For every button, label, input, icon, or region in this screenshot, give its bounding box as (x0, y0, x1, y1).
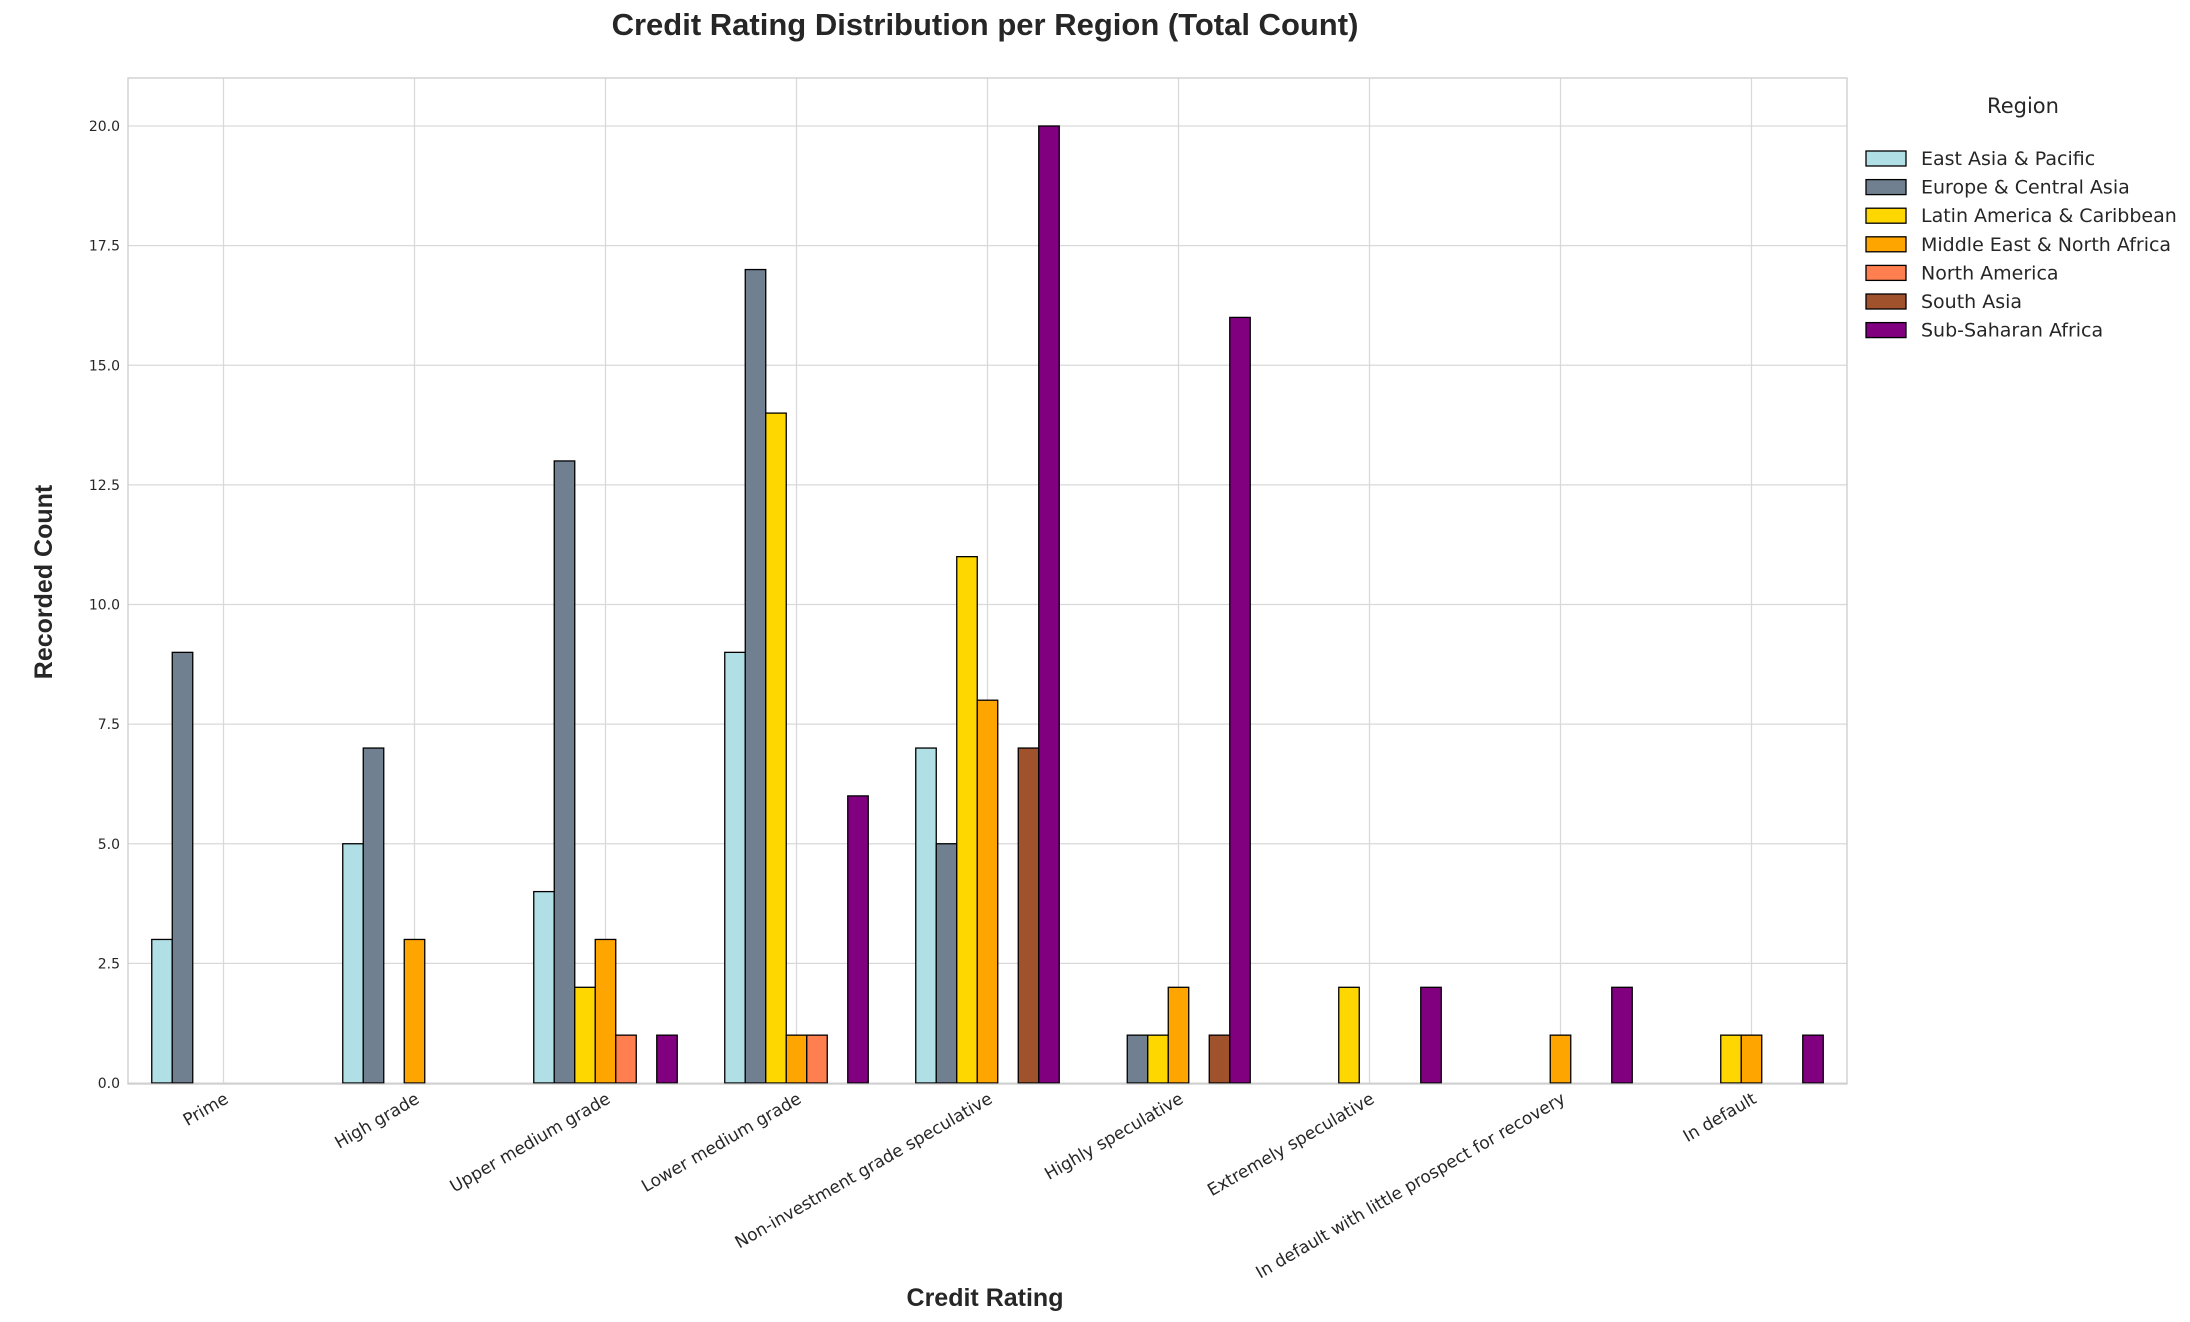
legend-label: Sub-Saharan Africa (1921, 320, 2103, 342)
y-axis-label: Recorded Count (30, 484, 58, 679)
y-tick-label: 7.5 (98, 717, 120, 733)
legend-label: North America (1921, 262, 2059, 284)
legend-title: Region (1987, 94, 2059, 118)
legend-swatch (1865, 207, 1907, 224)
legend-label: Middle East & North Africa (1921, 234, 2171, 256)
x-tick-label: Upper medium grade (447, 1089, 614, 1197)
legend: Region East Asia & Pacific Europe & Centr… (1865, 94, 2177, 342)
y-tick-label: 17.5 (89, 239, 120, 255)
legend-label: Europe & Central Asia (1921, 177, 2130, 199)
legend-label: East Asia & Pacific (1921, 148, 2095, 170)
bar (847, 795, 869, 1084)
legend-label: Latin America & Caribbean (1921, 205, 2177, 227)
bar (553, 460, 576, 1084)
bar (533, 890, 555, 1084)
bar (1420, 986, 1442, 1084)
bar (656, 1034, 678, 1084)
bar (615, 1034, 637, 1084)
y-tick-label: 0.0 (98, 1076, 120, 1092)
x-tick-label: Highly speculative (1041, 1089, 1187, 1185)
bar (171, 651, 194, 1084)
bar (594, 938, 617, 1084)
x-tick-label: Prime (180, 1089, 232, 1131)
bar (1338, 986, 1360, 1084)
bar (956, 556, 978, 1084)
bar (403, 938, 426, 1084)
legend-swatch (1865, 236, 1907, 253)
bar (1126, 1034, 1149, 1084)
bar (806, 1034, 828, 1084)
bar (1167, 986, 1190, 1084)
legend-label: South Asia (1921, 291, 2022, 313)
chart-title: Credit Rating Distribution per Region (T… (612, 7, 1359, 42)
x-axis-label: Credit Rating (907, 1284, 1064, 1312)
bar (765, 412, 787, 1084)
y-tick-label: 12.5 (89, 478, 120, 494)
bar (342, 843, 364, 1084)
x-tick-label: In default with little prospect for reco… (1253, 1089, 1569, 1283)
bar (935, 843, 958, 1084)
bars (151, 125, 1824, 1084)
bar (1147, 1034, 1169, 1084)
bar (1720, 1034, 1742, 1084)
bar (574, 986, 596, 1084)
x-tick-label: Lower medium grade (638, 1089, 805, 1197)
y-tick-label: 20.0 (89, 119, 120, 135)
y-axis-ticks: 0.0 2.5 5.0 7.5 10.0 12.5 15.0 17.5 20.0 (89, 119, 120, 1092)
bar (1549, 1034, 1572, 1084)
bar (744, 268, 767, 1084)
legend-swatch (1865, 321, 1907, 339)
x-tick-label: Extremely speculative (1204, 1089, 1378, 1201)
bar (1229, 316, 1251, 1084)
y-tick-label: 15.0 (89, 358, 120, 374)
plot-area (127, 77, 1848, 1085)
x-axis-ticks: Prime High grade Upper medium grade Lower m… (180, 1089, 1760, 1283)
legend-swatch (1865, 178, 1907, 196)
bar (1208, 1034, 1231, 1084)
bar (724, 651, 746, 1084)
bar (1740, 1034, 1763, 1084)
bar (151, 938, 173, 1084)
bar (1038, 125, 1060, 1084)
y-tick-label: 5.0 (98, 837, 120, 853)
bar (785, 1034, 808, 1084)
bar (976, 699, 999, 1084)
y-tick-label: 2.5 (98, 956, 120, 972)
legend-swatch (1865, 264, 1907, 282)
bar (1017, 747, 1040, 1084)
x-tick-label: High grade (332, 1089, 423, 1153)
y-tick-label: 10.0 (89, 598, 120, 614)
bar (915, 747, 937, 1084)
x-tick-label: In default (1680, 1089, 1760, 1147)
bar (1611, 986, 1633, 1084)
legend-swatch (1865, 150, 1907, 167)
bar (362, 747, 385, 1084)
legend-swatch (1865, 293, 1907, 310)
bar (1802, 1034, 1824, 1084)
